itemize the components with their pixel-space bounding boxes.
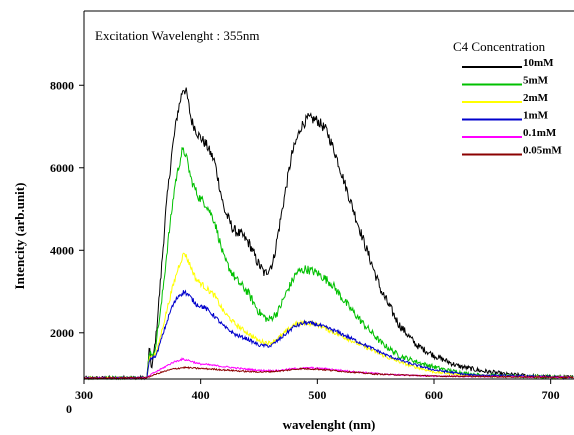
legend-label: 10mM bbox=[523, 57, 554, 69]
y-tick-label: 8000 bbox=[50, 78, 74, 92]
origin-label: 0 bbox=[66, 402, 72, 416]
y-tick-label: 4000 bbox=[50, 243, 74, 257]
x-tick-label: 400 bbox=[192, 388, 210, 402]
legend-label: 0.05mM bbox=[523, 145, 562, 157]
legend-label: 5mM bbox=[523, 75, 549, 87]
series-line-0p05mM bbox=[83, 365, 574, 380]
y-tick-label: 6000 bbox=[50, 161, 74, 175]
y-tick-label: 2000 bbox=[50, 326, 74, 340]
legend-label: 2mM bbox=[523, 92, 549, 104]
legend-label: 0.1mM bbox=[523, 127, 557, 139]
series-line-0p1mM bbox=[83, 357, 574, 380]
legend-title: C4 Concentration bbox=[453, 39, 546, 54]
legend: 10mM 5mM 2mM 1mM 0.1mM 0.05mM bbox=[462, 57, 562, 157]
x-tick-label: 700 bbox=[542, 388, 560, 402]
x-axis-title: wavelenght (nm) bbox=[283, 417, 376, 432]
y-axis-title: Intencity (arb.unit) bbox=[12, 183, 27, 290]
series-curves bbox=[83, 87, 574, 381]
x-tick-label: 500 bbox=[308, 388, 326, 402]
legend-label: 1mM bbox=[523, 110, 549, 122]
axis-ticks: 300 400 500 600 700 2000 4000 6000 8000 bbox=[50, 78, 560, 402]
chart-subtitle: Excitation Wavelenght : 355nm bbox=[95, 28, 259, 43]
series-line-1mM bbox=[83, 289, 574, 380]
x-tick-label: 600 bbox=[425, 388, 443, 402]
x-tick-label: 300 bbox=[75, 388, 93, 402]
